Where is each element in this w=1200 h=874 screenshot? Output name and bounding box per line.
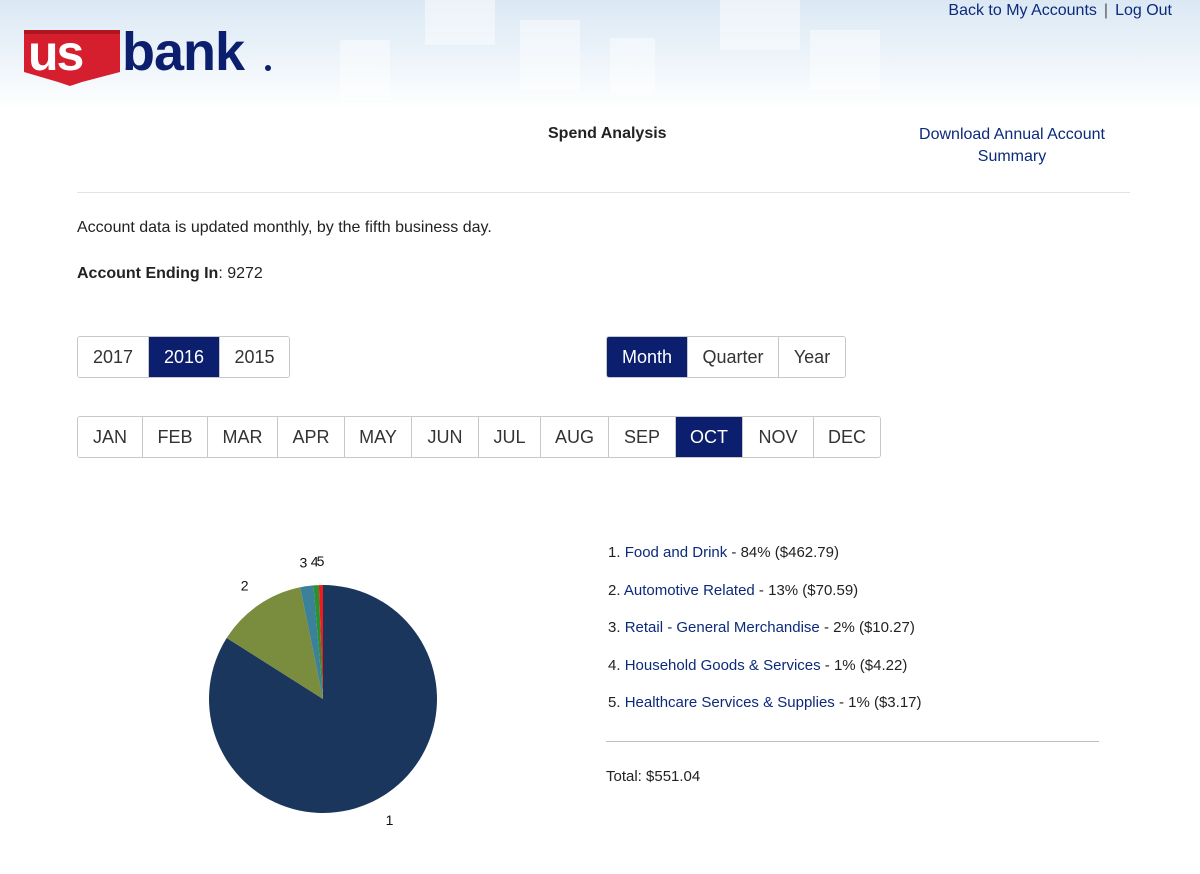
month-button-jun[interactable]: JUN xyxy=(412,417,479,457)
pie-label-1: 1 xyxy=(386,812,394,828)
svg-text:bank: bank xyxy=(122,22,246,82)
header-banner: us bank Back to My Accounts | Log Out xyxy=(0,0,1200,110)
legend-index: 4. xyxy=(608,656,621,674)
spend-pie-chart: 1 2 3 45 xyxy=(209,553,437,828)
back-to-accounts-link[interactable]: Back to My Accounts xyxy=(948,2,1097,19)
legend-item: 2. Automotive Related - 13% ($70.59) xyxy=(608,581,922,619)
month-button-dec[interactable]: DEC xyxy=(814,417,880,457)
period-button-month[interactable]: Month xyxy=(607,337,688,377)
legend-index: 1. xyxy=(608,544,621,561)
legend-detail: - 84% ($462.79) xyxy=(727,544,839,561)
account-info: Account Ending In: 9272 xyxy=(77,265,263,283)
legend-item: 1. Food and Drink - 84% ($462.79) xyxy=(608,543,922,581)
banner-decoration xyxy=(340,40,390,100)
month-button-jan[interactable]: JAN xyxy=(78,417,143,457)
legend-item: 3. Retail - General Merchandise - 2% ($1… xyxy=(608,618,922,656)
legend-index: 2. xyxy=(608,581,621,599)
year-button-2017[interactable]: 2017 xyxy=(78,337,149,377)
year-button-2016[interactable]: 2016 xyxy=(149,337,220,377)
year-button-2015[interactable]: 2015 xyxy=(220,337,289,377)
usbank-logo[interactable]: us bank xyxy=(22,22,282,88)
pie-slice-4[interactable] xyxy=(313,585,323,699)
banner-decoration xyxy=(425,0,495,45)
period-button-quarter[interactable]: Quarter xyxy=(688,337,779,377)
total-divider xyxy=(606,741,1099,742)
total-amount: Total: $551.04 xyxy=(606,768,701,785)
top-links: Back to My Accounts | Log Out xyxy=(948,2,1172,20)
legend-index: 5. xyxy=(608,694,621,711)
legend-detail: - 1% ($3.17) xyxy=(834,694,922,711)
banner-decoration xyxy=(610,38,655,93)
category-link-automotive[interactable]: Automotive Related xyxy=(623,581,755,599)
account-label: Account Ending In xyxy=(77,265,219,282)
month-selector: JAN FEB MAR APR MAY JUN JUL AUG SEP OCT … xyxy=(77,416,881,458)
period-selector: Month Quarter Year xyxy=(606,336,846,378)
pie-slice-3[interactable] xyxy=(300,585,323,699)
category-link-healthcare[interactable]: Healthcare Services & Supplies xyxy=(624,694,835,711)
pie-label-4: 4 xyxy=(311,553,319,569)
month-button-aug[interactable]: AUG xyxy=(541,417,609,457)
month-button-oct[interactable]: OCT xyxy=(676,417,743,457)
pie-slice-5[interactable] xyxy=(318,585,323,699)
legend-index: 3. xyxy=(608,619,621,636)
month-button-jul[interactable]: JUL xyxy=(479,417,541,457)
category-link-household[interactable]: Household Goods & Services xyxy=(624,656,821,674)
legend-detail: - 13% ($70.59) xyxy=(754,581,859,599)
log-out-link[interactable]: Log Out xyxy=(1115,2,1172,19)
divider xyxy=(77,192,1130,193)
month-button-sep[interactable]: SEP xyxy=(609,417,676,457)
month-button-may[interactable]: MAY xyxy=(345,417,412,457)
update-notice: Account data is updated monthly, by the … xyxy=(77,219,492,236)
month-button-mar[interactable]: MAR xyxy=(208,417,278,457)
banner-decoration xyxy=(520,20,580,90)
legend-item: 4. Household Goods & Services - 1% ($4.2… xyxy=(608,656,922,694)
pie-label-2: 2 xyxy=(241,577,249,593)
category-link-food-and-drink[interactable]: Food and Drink xyxy=(624,544,728,561)
category-legend: 1. Food and Drink - 84% ($462.79) 2. Aut… xyxy=(608,543,922,731)
link-separator: | xyxy=(1103,2,1109,19)
pie-label-3: 3 xyxy=(299,554,307,570)
legend-detail: - 2% ($10.27) xyxy=(819,619,915,636)
year-selector: 2017 2016 2015 xyxy=(77,336,290,378)
account-number: : 9272 xyxy=(218,265,263,282)
legend-detail: - 1% ($4.22) xyxy=(820,656,908,674)
month-button-nov[interactable]: NOV xyxy=(743,417,814,457)
download-annual-summary-link[interactable]: Download Annual Account Summary xyxy=(919,126,1105,165)
banner-decoration xyxy=(720,0,800,50)
pie-slice-2[interactable] xyxy=(226,587,323,699)
category-link-retail[interactable]: Retail - General Merchandise xyxy=(624,619,820,636)
pie-label-5: 5 xyxy=(317,553,325,569)
month-button-apr[interactable]: APR xyxy=(278,417,345,457)
page-title: Spend Analysis xyxy=(548,125,667,142)
legend-item: 5. Healthcare Services & Supplies - 1% (… xyxy=(608,693,922,731)
period-button-year[interactable]: Year xyxy=(779,337,845,377)
banner-decoration xyxy=(810,30,880,90)
month-button-feb[interactable]: FEB xyxy=(143,417,208,457)
svg-text:us: us xyxy=(28,25,83,81)
